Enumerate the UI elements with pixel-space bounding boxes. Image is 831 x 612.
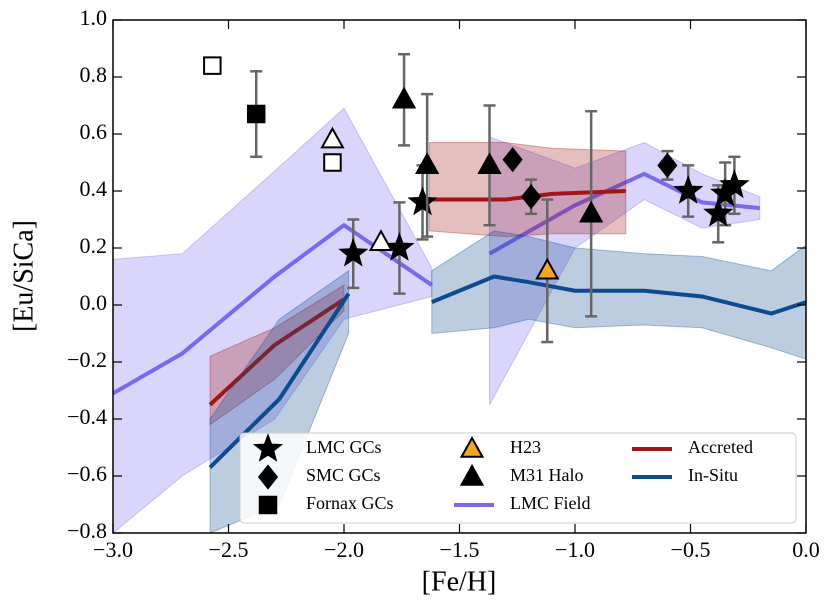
point xyxy=(657,152,678,178)
x-tick-label: −0.5 xyxy=(671,537,711,562)
point xyxy=(320,126,345,149)
band xyxy=(431,230,806,360)
band xyxy=(113,107,433,533)
point xyxy=(719,169,750,199)
legend-label: LMC Field xyxy=(510,493,591,513)
x-tick-label: −1.0 xyxy=(555,537,595,562)
y-tick-label: 0.0 xyxy=(80,290,108,315)
point xyxy=(338,237,369,267)
legend-label: LMC GCs xyxy=(306,437,382,457)
x-tick-label: −1.5 xyxy=(440,537,480,562)
plot-area xyxy=(113,52,806,533)
y-axis-label: [Eu/SiCa] xyxy=(8,220,39,332)
point xyxy=(323,153,342,172)
y-tick-label: 0.4 xyxy=(80,176,108,201)
legend-marker xyxy=(459,435,485,458)
y-tick-label: 0.6 xyxy=(80,119,108,144)
y-tick-label: 0.8 xyxy=(80,62,108,87)
legend-label: Fornax GCs xyxy=(306,493,394,513)
point xyxy=(203,56,222,75)
x-tick-label: −2.0 xyxy=(324,537,364,562)
legend-label: H23 xyxy=(510,437,541,457)
point xyxy=(579,200,604,223)
x-tick-label: −3.0 xyxy=(93,537,133,562)
legend-marker xyxy=(258,495,278,515)
x-tick-label: −2.5 xyxy=(209,537,249,562)
y-tick-label: −0.8 xyxy=(67,518,107,543)
legend-box xyxy=(239,432,797,524)
y-tick-label: −0.4 xyxy=(67,404,107,429)
point xyxy=(703,197,734,227)
legend-marker xyxy=(252,433,284,462)
x-axis-label: [Fe/H] xyxy=(422,566,497,597)
y-tick-label: −0.2 xyxy=(67,347,107,372)
legend-marker xyxy=(257,464,279,490)
point xyxy=(673,175,704,204)
line xyxy=(208,274,806,469)
y-tick-label: 1.0 xyxy=(80,5,108,30)
point xyxy=(502,147,523,173)
point xyxy=(368,229,394,251)
point xyxy=(384,232,415,261)
point xyxy=(407,186,438,216)
point xyxy=(415,152,440,175)
point xyxy=(477,152,502,175)
legend-label: SMC GCs xyxy=(306,465,381,485)
legend-label: M31 Halo xyxy=(510,465,584,485)
point xyxy=(391,86,417,109)
x-tick-label: 0.0 xyxy=(792,537,820,562)
legend-label: In-Situ xyxy=(688,465,738,485)
point xyxy=(246,104,266,124)
y-tick-label: 0.2 xyxy=(80,233,108,258)
y-tick-label: −0.6 xyxy=(67,461,107,486)
legend-marker xyxy=(459,463,485,486)
legend-label: Accreted xyxy=(688,437,753,457)
point xyxy=(535,257,560,280)
point xyxy=(521,184,542,210)
